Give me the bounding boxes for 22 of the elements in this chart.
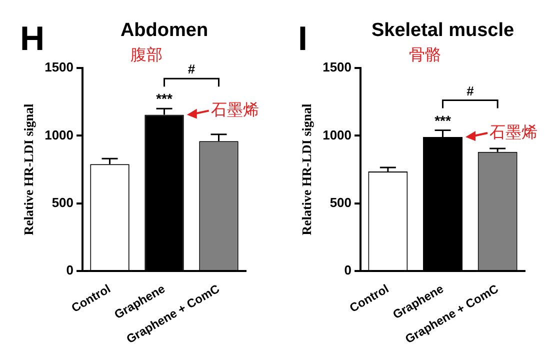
chart-subtitle: 腹部: [130, 46, 162, 64]
text: H: [20, 20, 45, 58]
annotation: #: [188, 62, 196, 77]
chart-subtitle: 骨骼: [408, 47, 441, 64]
annotation: 石墨烯: [210, 101, 259, 120]
annotation: ***: [434, 112, 452, 128]
y-tick-label: 1000: [322, 127, 352, 142]
annotation: ***: [156, 90, 173, 107]
chart-title: Skeletal muscle: [371, 20, 514, 41]
chart-title: Abdomen: [120, 20, 208, 41]
y-tick-label: 500: [52, 194, 74, 210]
y-tick-label: 1500: [44, 60, 74, 75]
annotation: #: [466, 83, 475, 98]
y-tick-label: 0: [344, 262, 352, 278]
y-tick-label: 1000: [44, 127, 74, 142]
annotation: 石墨烯: [490, 123, 538, 142]
y-axis-title: Relative HR-LDI signal: [21, 103, 36, 236]
text: I: [298, 20, 308, 58]
y-tick-label: 500: [330, 194, 352, 210]
y-tick-label: 0: [66, 262, 74, 278]
y-tick-label: 1500: [322, 60, 352, 75]
y-axis-title: Relative HR-LDI signal: [299, 103, 314, 236]
